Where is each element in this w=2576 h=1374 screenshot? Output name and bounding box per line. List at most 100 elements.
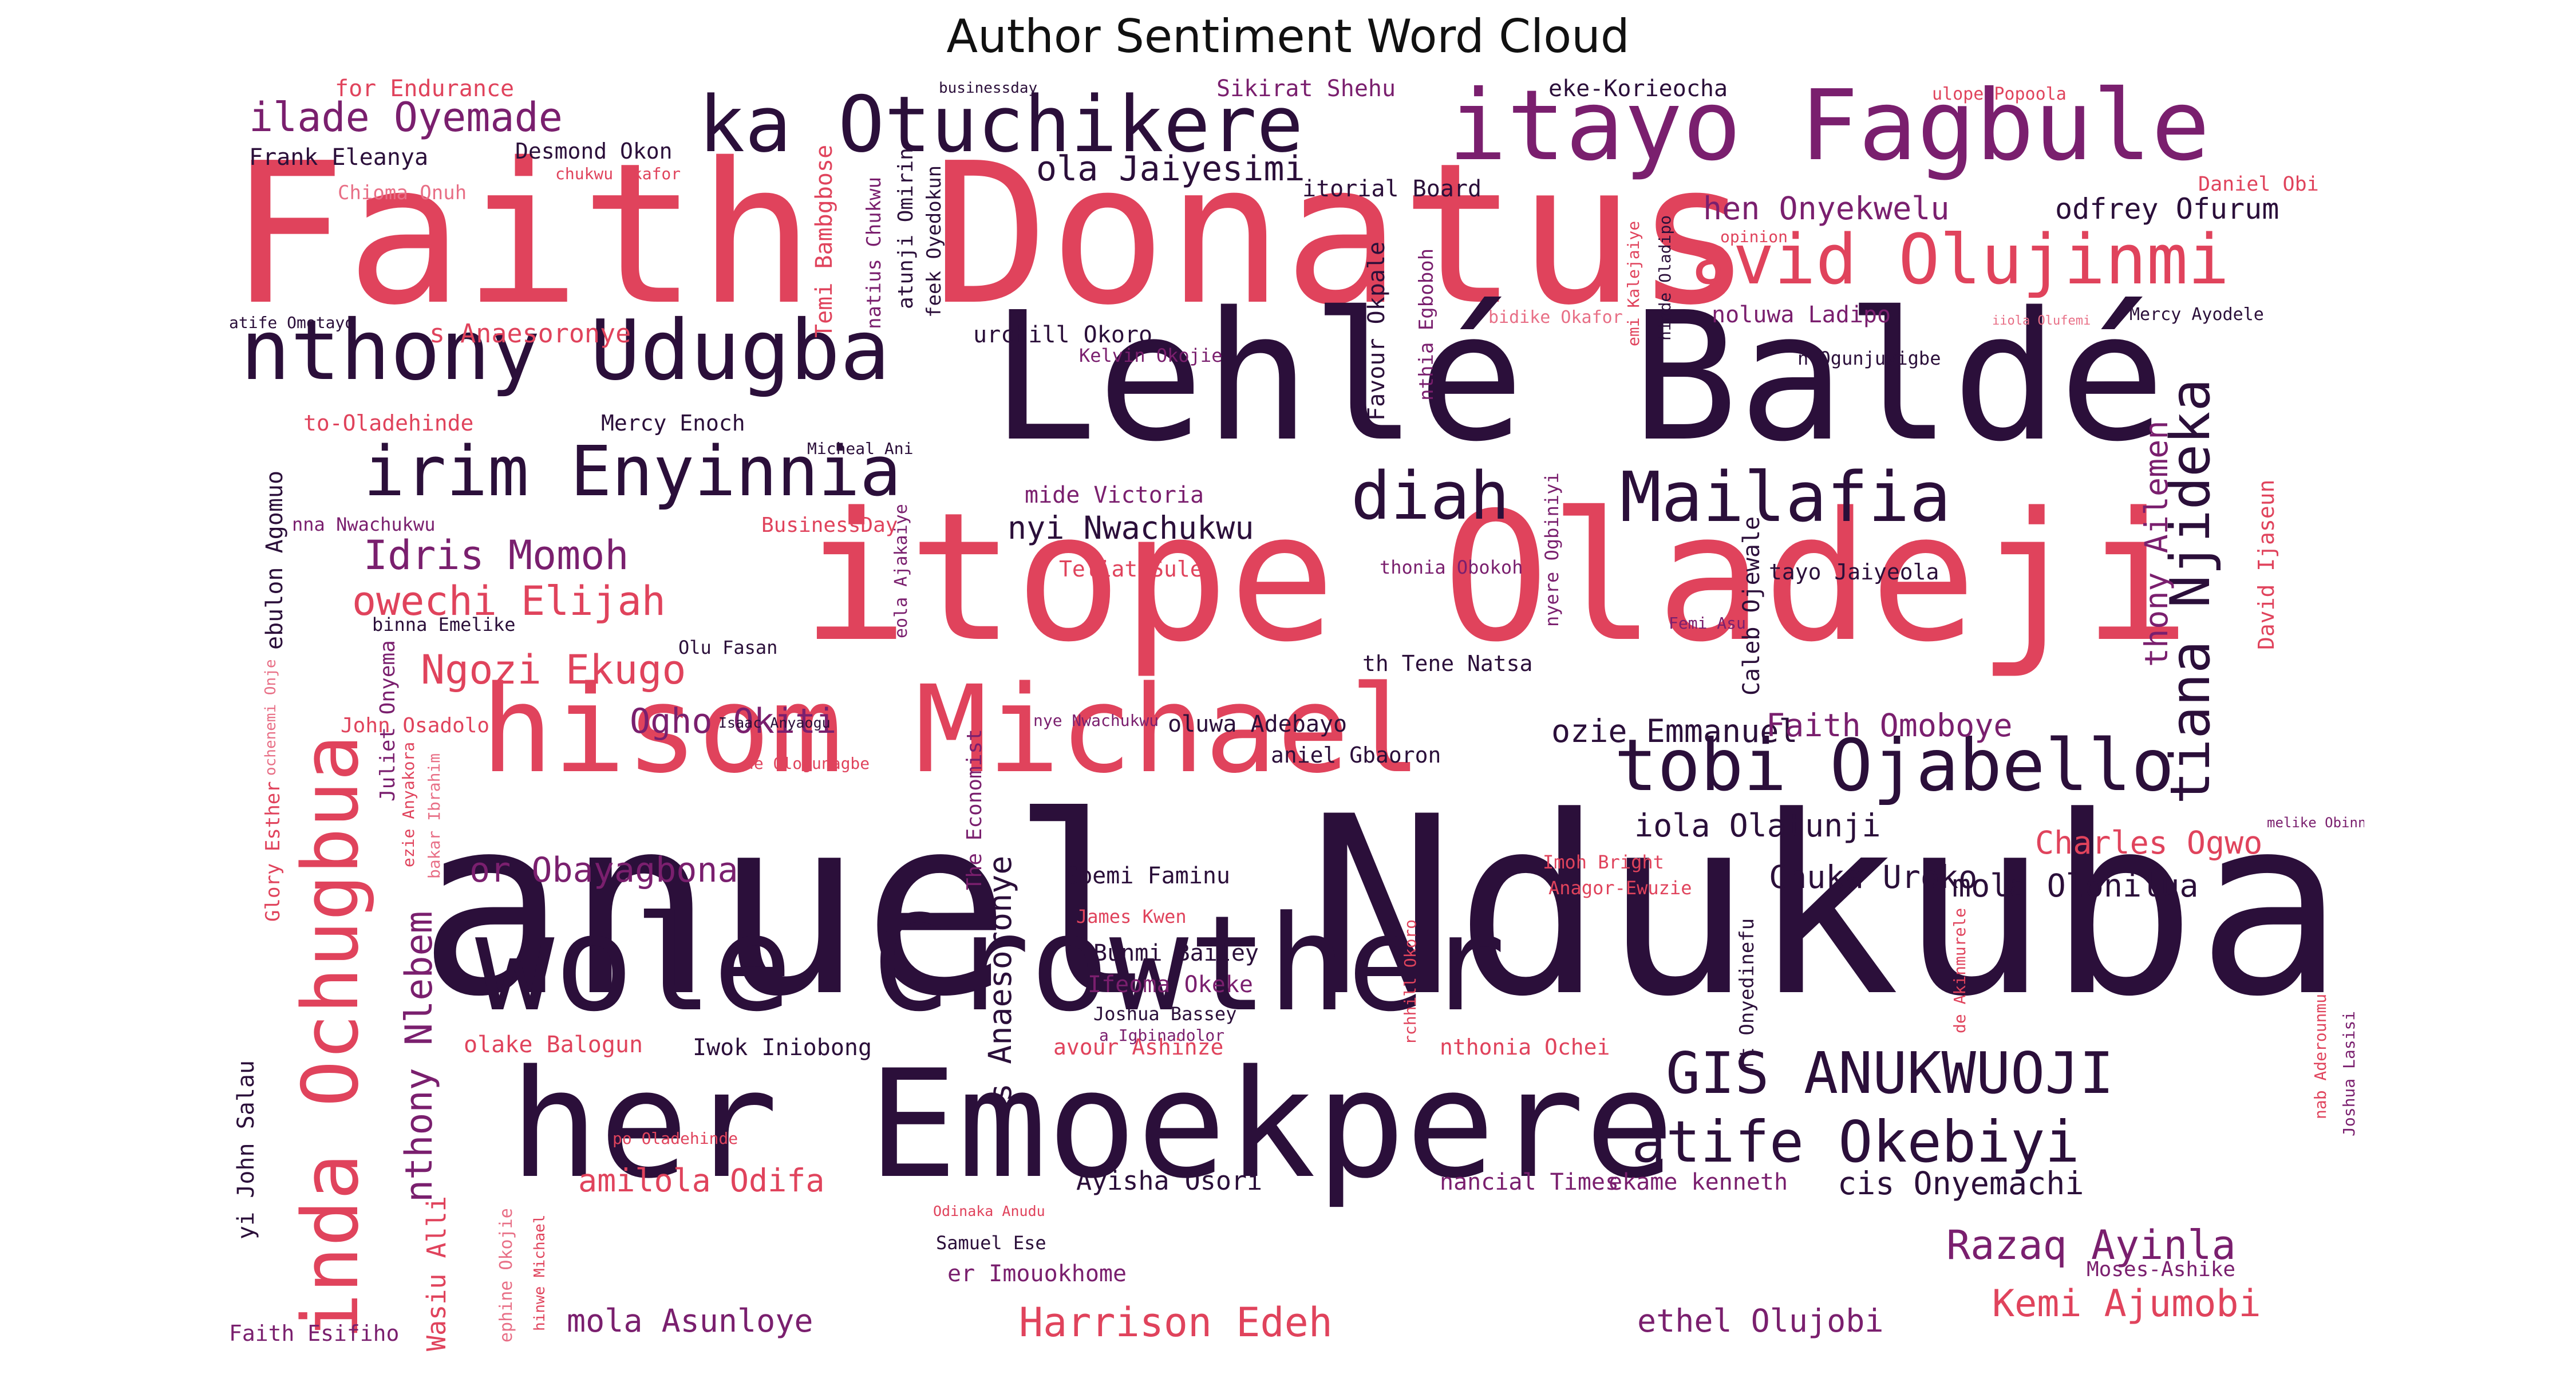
cloud-word-ochenemi-onje: ochenemi Onje xyxy=(262,659,279,776)
cloud-word-ekame-kenneth: ekame kenneth xyxy=(1609,1169,1788,1195)
cloud-word-mailafia: Mailafia xyxy=(1620,458,1951,538)
cloud-word-john-osadolor: John Osadolor xyxy=(341,714,502,737)
cloud-word-ephine-okojie: ephine Okojie xyxy=(496,1208,516,1343)
cloud-word-s-anaesoronye: s Anaesoronye xyxy=(982,855,1018,1102)
cloud-word-aniel-gbaoron: aniel Gbaoron xyxy=(1271,743,1441,768)
cloud-word-the-economist: The Economist xyxy=(963,729,986,890)
cloud-word-sikirat-shehu: Sikirat Shehu xyxy=(1216,76,1396,102)
cloud-word-to-oladehinde: to-Oladehinde xyxy=(303,410,474,436)
cloud-word-irim-enyinnia: irim Enyinnia xyxy=(364,432,902,512)
cloud-word-th-tene-natsa: th Tene Natsa xyxy=(1362,651,1533,676)
cloud-word-ezie-anyakora: ezie Anyakora xyxy=(399,741,418,867)
cloud-word-caleb-ojewale: Caleb Ojewale xyxy=(1739,516,1765,696)
cloud-word-ulope-popoola: ulope Popoola xyxy=(1932,84,2067,104)
cloud-word-razaq-ayinla: Razaq Ayinla xyxy=(1946,1222,2236,1269)
cloud-word-anuel-ndukuba: anuel Ndukuba xyxy=(418,764,2345,1051)
cloud-word-for-endurance: for Endurance xyxy=(335,76,515,102)
cloud-word-tayo-jaiyeola: tayo Jaiyeola xyxy=(1769,559,1939,585)
cloud-word-bidike-okafor: bidike Okafor xyxy=(1488,307,1623,327)
cloud-word-moses-ashike: Moses-Ashike xyxy=(2087,1258,2236,1281)
cloud-word-ilade-oyemade: ilade Oyemade xyxy=(249,94,563,141)
cloud-word-melike-obinna: melike Obinna xyxy=(2267,815,2364,831)
cloud-word-itope-oladeji: itope Oladeji xyxy=(801,475,2191,681)
cloud-word-ozie-emmanuel: ozie Emmanuel xyxy=(1551,713,1798,749)
cloud-word-imoh-bright: Imoh Bright xyxy=(1543,851,1664,873)
cloud-word-po-oladehinde: po Oladehinde xyxy=(613,1129,738,1148)
cloud-word-olu-fasan: Olu Fasan xyxy=(678,637,778,658)
cloud-word-iola-olatunji: iola Olatunji xyxy=(1634,807,1881,844)
cloud-word-desmond-okon: Desmond Okon xyxy=(515,139,673,164)
cloud-word-ola-jaiyesimi: ola Jaiyesimi xyxy=(1036,149,1305,189)
cloud-word-a-igbinadolor: a Igbinadolor xyxy=(1099,1026,1225,1045)
cloud-word-idris-momoh: Idris Momoh xyxy=(364,532,629,579)
cloud-word-de-akinmurele: de Akinmurele xyxy=(1950,907,1969,1033)
cloud-word-eola-ajakaiye: eola Ajakaiye xyxy=(891,504,911,638)
cloud-word-binna-emelike: binna Emelike xyxy=(372,614,516,635)
cloud-word-hisom-michael: hisom Michael xyxy=(481,660,1422,800)
cloud-word-nyi-nwachukwu: nyi Nwachukwu xyxy=(1008,510,1254,546)
cloud-word-iiola-olufemi: iiola Olufemi xyxy=(1992,314,2091,328)
cloud-word-wasiu-alli: Wasiu Alli xyxy=(421,1196,452,1351)
word-cloud: anuel Ndukuba Faith Donatus itope Oladeji L… xyxy=(229,66,2364,1360)
cloud-word-rchhill-okoro: rchhill Okoro xyxy=(1401,919,1420,1045)
cloud-word-nancial-times: nancial Times xyxy=(1440,1169,1619,1195)
cloud-word-odinaka-anudu: Odinaka Anudu xyxy=(933,1203,1045,1219)
cloud-word-amilola-odifa: amilola Odifa xyxy=(578,1162,825,1199)
cloud-word-frank-eleanya: Frank Eleanya xyxy=(249,144,429,171)
cloud-word-nab-aderounmu: nab Aderounmu xyxy=(2311,993,2330,1119)
cloud-word-mercy-ayodele: Mercy Ayodele xyxy=(2129,305,2264,325)
cloud-word-samuel-ese: Samuel Ese xyxy=(936,1232,1046,1254)
cloud-word-itorial-board: itorial Board xyxy=(1302,176,1482,202)
cloud-word-atife-omotayo: atife Omotayo xyxy=(229,313,355,332)
cloud-word-juliet-onyema: Juliet Onyema xyxy=(376,640,400,802)
cloud-word-nna-nwachukwu: nna Nwachukwu xyxy=(292,514,436,535)
cloud-word-ifeoma-okeke: Ifeoma Okeke xyxy=(1088,972,1253,998)
cloud-word-ayisha-osori: Ayisha Osori xyxy=(1076,1166,1263,1196)
cloud-word-lehl-bald: Lehlé Baldé xyxy=(990,274,2166,481)
cloud-word-atife-okebiyi: atife Okebiyi xyxy=(1631,1108,2080,1175)
cloud-word-chukwu-okafor: chukwu Okafor xyxy=(555,164,681,183)
cloud-word-mide-victoria: mide Victoria xyxy=(1025,482,1204,508)
cloud-word-mola-asunloye: mola Asunloye xyxy=(567,1302,813,1339)
cloud-word-james-kwen: James Kwen xyxy=(1076,906,1187,927)
cloud-word-david-ijaseun: David Ijaseun xyxy=(2254,479,2279,650)
cloud-word-ebulon-agomuo: ebulon Agomuo xyxy=(262,470,288,650)
cloud-word-bakar-ibrahim: bakar Ibrahim xyxy=(425,753,444,879)
cloud-word-favour-okpale: Favour Okpale xyxy=(1364,241,1390,421)
cloud-word-glory-esther: Glory Esther xyxy=(262,781,285,922)
cloud-word-diah: diah xyxy=(1351,458,1510,535)
cloud-word-gis-anukwuoji: GIS ANUKWUOJI xyxy=(1666,1040,2114,1107)
cloud-word-oluwa-adebayo: oluwa Adebayo xyxy=(1168,711,1348,737)
cloud-word-avour-ashinze: avour Ashinze xyxy=(1053,1035,1224,1060)
cloud-word-owechi-elijah: owechi Elijah xyxy=(352,578,666,625)
cloud-word-ngozi-ekugo: Ngozi Ekugo xyxy=(421,646,686,693)
cloud-word-thony-ailemen: thony Ailemen xyxy=(2138,420,2175,667)
cloud-word-faith-donatus: Faith Donatus xyxy=(229,121,1753,348)
cloud-word-de-ologunagbe: de Ologunagbe xyxy=(744,754,870,773)
cloud-word-odfrey-ofurum: odfrey Ofurum xyxy=(2055,192,2279,226)
cloud-word-nyere-ogbiniyi: nyere Ogbiniyi xyxy=(1541,472,1563,627)
cloud-word-avid-olujinmi: avid Olujinmi xyxy=(1692,220,2230,300)
cloud-word-hinde-oladipo: hinde Oladipo xyxy=(1656,215,1674,341)
cloud-word-hen-onyekwelu: hen Onyekwelu xyxy=(1703,190,1950,227)
cloud-word-mola-olonilua: mola Olonilua xyxy=(1952,867,2199,904)
cloud-word-faith-omoboye: Faith Omoboye xyxy=(1766,707,2013,744)
cloud-word-iwok-iniobong: Iwok Iniobong xyxy=(693,1035,872,1061)
cloud-word-s-anaesoronye: s Anaesoronye xyxy=(429,318,631,349)
cloud-word-urchill-okoro: urchill Okoro xyxy=(973,322,1153,348)
cloud-word-daniel-obi: Daniel Obi xyxy=(2198,173,2319,196)
cloud-word-nye-nwachukwu: nye Nwachukwu xyxy=(1033,711,1159,730)
cloud-word-kelvin-okojie: Kelvin Okojie xyxy=(1079,345,1223,366)
cloud-word-tobi-ojabello: tobi Ojabello xyxy=(1614,724,2175,807)
cloud-word-charles-ogwo: Charles Ogwo xyxy=(2035,824,2263,861)
cloud-word-isaac-anyaogu: Isaac Anyaogu xyxy=(718,714,831,731)
cloud-word-businessday: BusinessDay xyxy=(761,514,898,537)
cloud-word-yi-john-salau: yi John Salau xyxy=(233,1060,259,1239)
cloud-word-nthia-egboboh: nthia Egboboh xyxy=(1415,248,1438,401)
cloud-word-teliat-sule: Teliat Sule xyxy=(1059,556,1203,582)
cloud-word-businessday: businessday xyxy=(939,80,1038,97)
cloud-word-ethel-olujobi: ethel Olujobi xyxy=(1637,1302,1884,1339)
cloud-word-micheal-ani: Micheal Ani xyxy=(807,439,914,458)
cloud-word-bunmi-bailey: Bunmi Bailey xyxy=(1093,940,1259,966)
cloud-word-eke-korieocha: eke-Korieocha xyxy=(1548,76,1728,102)
